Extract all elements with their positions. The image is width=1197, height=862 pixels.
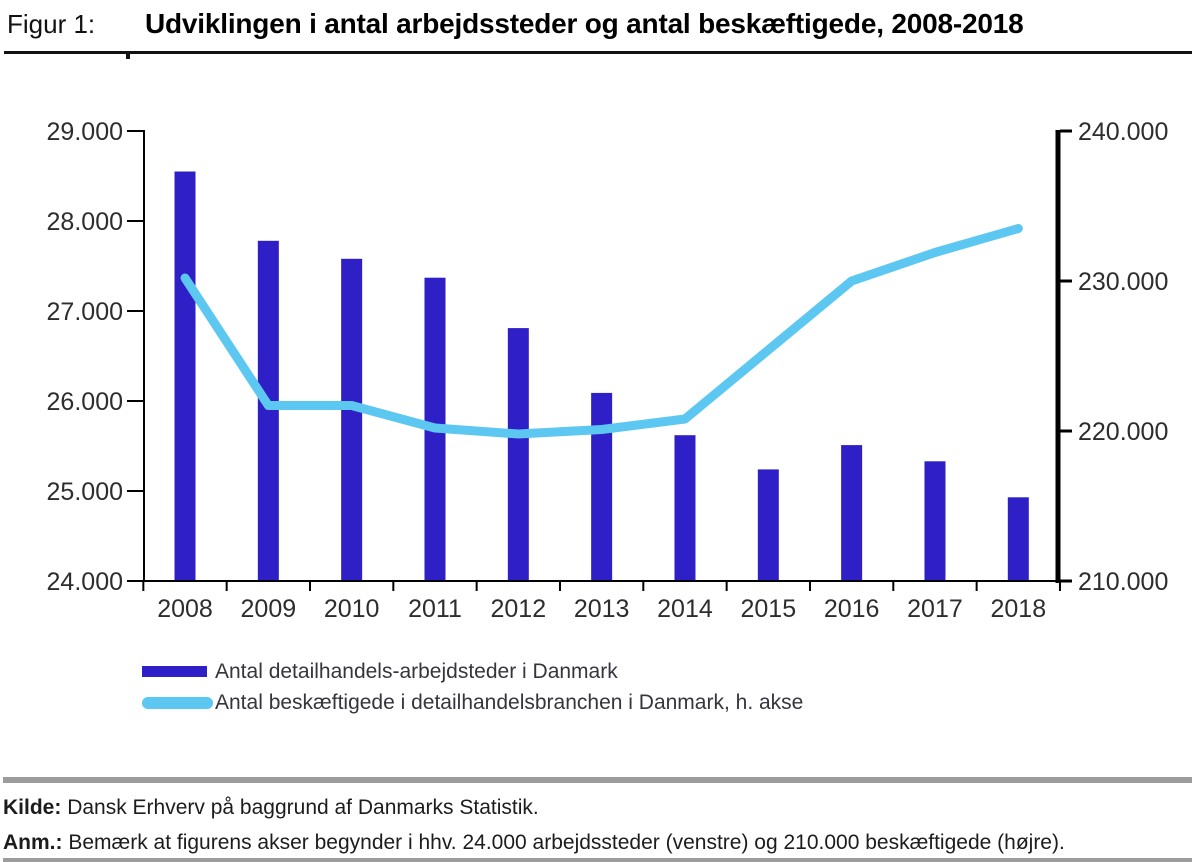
bar-series-swatch-icon [142, 666, 207, 677]
left-axis-tick-label: 29.000 [47, 118, 123, 146]
left-axis-tick-label: 24.000 [47, 568, 123, 596]
x-axis-category-label: 2014 [657, 595, 713, 623]
bar-2012 [507, 328, 529, 581]
legend-label-employees: Antal beskæftigede i detailhandelsbranch… [215, 690, 804, 714]
chart-legend: Antal detailhandels-arbejdsteder i Danma… [142, 656, 803, 718]
bar-2014 [674, 435, 696, 581]
title-divider [4, 51, 1192, 54]
footer-divider-bottom [3, 858, 1192, 862]
right-axis-tick-label: 230.000 [1078, 268, 1168, 296]
figure-label: Figur 1: [7, 9, 96, 39]
bar-2013 [591, 392, 613, 581]
x-axis-category-label: 2008 [157, 595, 213, 623]
title-divider-tick [126, 54, 130, 59]
x-axis-category-label: 2017 [907, 595, 963, 623]
figure-title: Udviklingen i antal arbejdssteder og ant… [145, 8, 1024, 39]
right-axis-tick-label: 210.000 [1078, 568, 1168, 596]
figure-header: Figur 1: Udviklingen i antal arbejdsstede… [7, 8, 1192, 40]
bar-2017 [924, 461, 946, 581]
combo-chart: 24.000 25.000 26.000 27.000 28.000 29.000 210.… [47, 118, 1169, 623]
x-axis-category-label: 2015 [740, 595, 796, 623]
x-axis-category-label: 2016 [824, 595, 880, 623]
remark-note: Anm.: Bemærk at figurens akser begynder … [3, 831, 1065, 855]
bar-2008 [174, 171, 196, 581]
legend-item-employees: Antal beskæftigede i detailhandelsbranch… [142, 687, 803, 718]
remark-text: Bemærk at figurens akser begynder i hhv.… [68, 831, 1065, 854]
x-axis-category-label: 2018 [990, 595, 1046, 623]
left-axis-tick-label: 27.000 [47, 298, 123, 326]
source-note: Kilde: Dansk Erhverv på baggrund af Danm… [3, 796, 539, 820]
right-axis-tick-label: 220.000 [1078, 418, 1168, 446]
left-axis-tick-label: 28.000 [47, 208, 123, 236]
x-axis-category-label: 2012 [491, 595, 547, 623]
x-axis-category-label: 2010 [324, 595, 380, 623]
line-series-swatch-icon [142, 696, 213, 709]
left-axis-tick-label: 25.000 [47, 478, 123, 506]
bar-2015 [757, 469, 779, 581]
remark-label: Anm.: [3, 831, 63, 854]
bar-2016 [841, 445, 863, 581]
x-axis-category-label: 2013 [574, 595, 630, 623]
left-axis-tick-label: 26.000 [47, 388, 123, 416]
bar-2010 [341, 258, 363, 581]
source-label: Kilde: [3, 796, 62, 819]
legend-item-workplaces: Antal detailhandels-arbejdsteder i Danma… [142, 656, 803, 687]
right-axis-tick-label: 240.000 [1078, 118, 1168, 146]
legend-label-workplaces: Antal detailhandels-arbejdsteder i Danma… [215, 659, 618, 683]
legend-swatch-cell [142, 666, 215, 677]
employment-line [180, 224, 1023, 439]
bar-2009 [257, 240, 279, 582]
x-axis-category-label: 2011 [408, 595, 462, 623]
footer-divider-top [3, 777, 1192, 783]
x-axis-category-label: 2009 [241, 595, 297, 623]
bar-2018 [1007, 497, 1029, 581]
source-text: Dansk Erhverv på baggrund af Danmarks St… [67, 796, 539, 819]
legend-swatch-cell [142, 696, 215, 709]
